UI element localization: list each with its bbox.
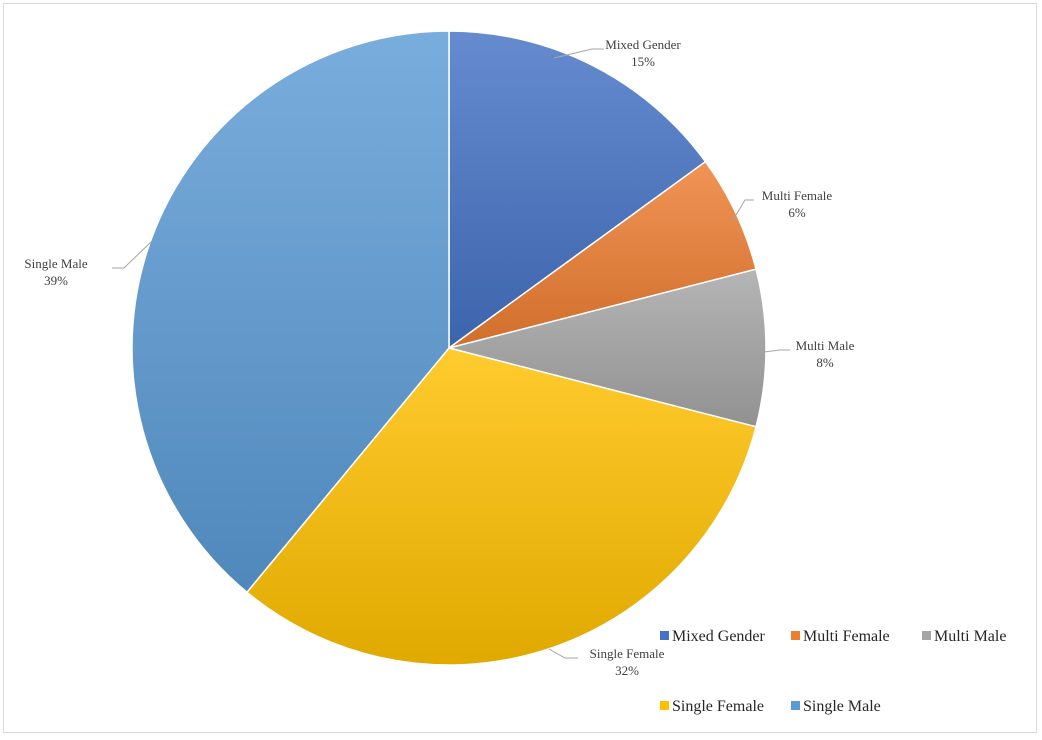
- legend-item-single-female: Single Female: [660, 698, 764, 715]
- legend-swatch-single-female: [660, 701, 669, 710]
- leader-line-single-female: [548, 648, 578, 659]
- data-label-mixed-gender: Mixed Gender 15%: [605, 37, 681, 69]
- pie-slice-single-female: [245, 347, 757, 666]
- data-label-multi-female: Multi Female 6%: [762, 188, 833, 220]
- leader-line-single-male: [112, 240, 153, 269]
- pie-slice-multi-male: [448, 268, 767, 428]
- legend-swatch-multi-male: [922, 631, 931, 640]
- data-label-single-female: Single Female 32%: [590, 646, 665, 678]
- pie-slice-single-male: [131, 30, 450, 594]
- legend: Mixed Gender Multi Female Multi Male Single…: [660, 628, 1006, 715]
- data-labels: Mixed Gender 15% Multi Female 6% Multi Male 8…: [24, 37, 854, 678]
- data-label-single-male: Single Male 39%: [24, 256, 87, 288]
- pie-slice-mixed-gender: [448, 30, 707, 350]
- leader-lines: [112, 48, 790, 659]
- legend-item-multi-female: Multi Female: [791, 628, 890, 645]
- pie-slices: [131, 30, 767, 666]
- pie-slice-multi-female: [448, 160, 757, 349]
- leader-line-multi-male: [763, 349, 790, 353]
- legend-item-single-male: Single Male: [791, 698, 881, 715]
- legend-swatch-single-male: [791, 701, 800, 710]
- legend-label-single-female: Single Female: [672, 698, 764, 715]
- legend-swatch-multi-female: [791, 631, 800, 640]
- legend-item-mixed-gender: Mixed Gender: [660, 628, 766, 645]
- legend-label-mixed-gender: Mixed Gender: [672, 628, 766, 645]
- legend-label-single-male: Single Male: [803, 698, 881, 715]
- leader-line-multi-female: [732, 199, 754, 221]
- leader-line-mixed-gender: [553, 48, 604, 59]
- legend-label-multi-male: Multi Male: [934, 628, 1006, 645]
- legend-swatch-mixed-gender: [660, 631, 669, 640]
- data-label-multi-male: Multi Male 8%: [796, 338, 855, 370]
- legend-item-multi-male: Multi Male: [922, 628, 1006, 645]
- legend-label-multi-female: Multi Female: [803, 628, 890, 645]
